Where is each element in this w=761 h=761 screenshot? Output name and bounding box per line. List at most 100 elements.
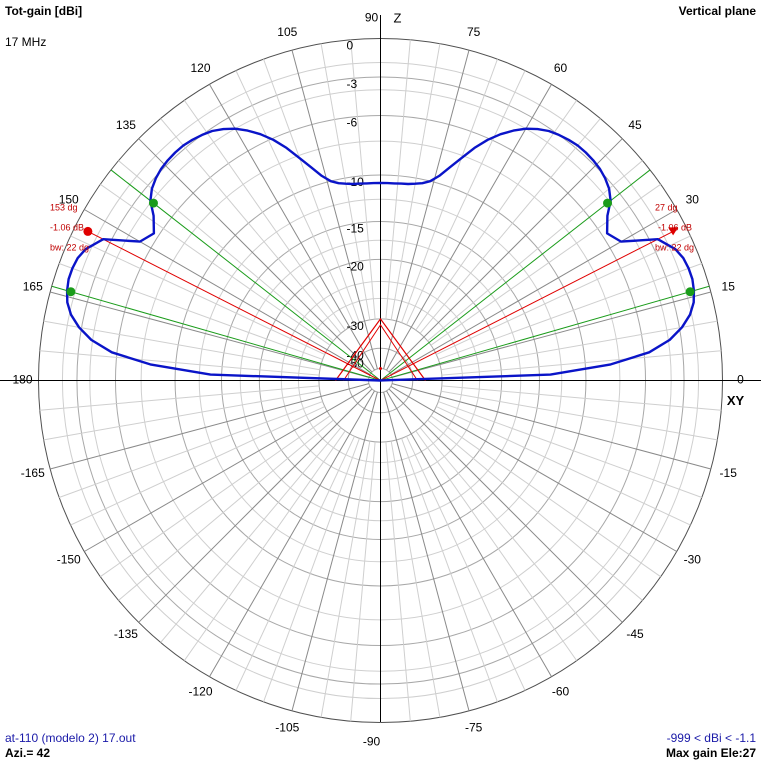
grid-spoke xyxy=(383,50,470,370)
grid-spoke xyxy=(39,385,320,411)
grid-spoke xyxy=(391,383,711,470)
grid-spoke xyxy=(235,70,355,325)
range-label: -999 < dBi < -1.1 xyxy=(666,731,756,745)
max-gain-line xyxy=(87,230,381,381)
grid-spoke xyxy=(438,263,703,360)
radial-tick-label: -20 xyxy=(347,260,365,274)
grid-spoke xyxy=(386,84,552,371)
angle-tick-label: 120 xyxy=(190,61,210,75)
angle-tick-label: -135 xyxy=(114,627,138,641)
grid-spoke xyxy=(138,138,373,373)
grid-spoke xyxy=(441,385,722,411)
chart-title: Tot-gain [dBi] xyxy=(5,4,83,18)
grid-spoke xyxy=(50,291,370,378)
radial-tick-label: -15 xyxy=(347,222,365,236)
angle-tick-label: -120 xyxy=(188,684,212,698)
grid-spoke xyxy=(436,406,691,526)
grid-spoke xyxy=(438,401,703,498)
radial-tick-label: 0 xyxy=(347,39,354,53)
angle-tick-label: 15 xyxy=(722,279,736,293)
grid-spoke xyxy=(386,390,552,677)
plane-label: Vertical plane xyxy=(678,4,756,18)
angle-tick-label: 135 xyxy=(116,118,136,132)
radial-tick-label: -50 xyxy=(347,357,365,371)
grid-spoke xyxy=(350,39,376,320)
file-label: at-110 (modelo 2) 17.out xyxy=(5,731,136,745)
annotation-right-gain: -1.06 dB xyxy=(658,222,692,232)
grid-spoke xyxy=(388,388,623,623)
grid-spoke xyxy=(291,391,378,711)
axis-label-z: Z xyxy=(394,10,402,25)
grid-spoke xyxy=(84,209,371,375)
grid-spoke xyxy=(235,436,355,691)
angle-tick-label: -150 xyxy=(57,553,81,567)
frequency-label: 17 MHz xyxy=(5,35,47,49)
pattern-line xyxy=(65,127,696,382)
max-gain-label: Max gain Ele:27 xyxy=(665,746,756,760)
annotation-left-gain: -1.06 dB xyxy=(50,222,84,232)
grid-spoke xyxy=(58,401,323,498)
grid-spoke xyxy=(209,390,375,677)
angle-tick-label: 165 xyxy=(23,279,43,293)
grid-spoke xyxy=(390,441,441,718)
grid-spoke xyxy=(390,209,677,375)
grid-spoke xyxy=(183,430,346,661)
axis-label-xy: XY xyxy=(727,393,745,408)
angle-tick-label: 0 xyxy=(737,373,744,387)
gain-bar-outer xyxy=(335,317,426,381)
grid-spoke xyxy=(427,419,643,601)
gain-bar-marker xyxy=(379,367,382,371)
angle-tick-label: -60 xyxy=(552,684,570,698)
angle-tick-label: -90 xyxy=(363,735,381,749)
max-gain-line xyxy=(380,230,674,381)
half-power-point xyxy=(603,198,613,208)
grid-spoke xyxy=(209,84,375,371)
grid-spoke xyxy=(385,441,411,722)
half-power-point xyxy=(685,287,695,297)
grid-spoke xyxy=(391,291,711,378)
grid-spoke xyxy=(388,138,623,373)
grid-spoke xyxy=(263,58,360,323)
max-gain-point-left xyxy=(83,226,93,236)
grid-spoke xyxy=(390,43,441,320)
angle-tick-label: 30 xyxy=(686,193,700,207)
max-gain-point-right xyxy=(668,227,679,236)
angle-tick-label: -15 xyxy=(720,466,738,480)
grid-spoke xyxy=(183,100,346,331)
grid-spoke xyxy=(70,406,325,526)
radial-tick-label: -6 xyxy=(347,116,358,130)
radial-tick-label: -30 xyxy=(347,319,365,333)
grid-spoke xyxy=(419,118,601,334)
grid-spoke xyxy=(291,50,378,370)
grid-spoke xyxy=(263,438,360,703)
grid-spoke xyxy=(118,160,334,342)
grid-spoke xyxy=(100,415,331,578)
grid-spoke xyxy=(406,436,526,691)
grid-spoke xyxy=(39,350,320,376)
half-power-point xyxy=(66,287,76,297)
annotation-left-angle: 153 dg xyxy=(50,202,78,212)
angle-tick-label: -105 xyxy=(275,720,299,734)
angle-tick-label: 45 xyxy=(628,118,642,132)
grid-spoke xyxy=(436,235,691,355)
angle-tick-label: -30 xyxy=(684,553,702,567)
angle-tick-label: 105 xyxy=(277,25,297,39)
grid-spoke xyxy=(320,441,371,718)
grid-spoke xyxy=(441,350,722,376)
grid-spoke xyxy=(100,183,331,346)
grid-spoke xyxy=(427,160,643,342)
radial-tick-label: -10 xyxy=(347,175,365,189)
grid-spoke xyxy=(43,390,320,441)
grid-spoke xyxy=(118,419,334,601)
grid-spoke xyxy=(385,39,411,320)
grid-spoke xyxy=(415,430,578,661)
annotation-right-angle: 27 dg xyxy=(655,202,678,212)
angle-tick-label: 60 xyxy=(554,61,568,75)
gain-bar-inner xyxy=(343,324,418,381)
grid-spoke xyxy=(406,70,526,325)
radial-tick-label: -3 xyxy=(347,77,358,91)
grid-spoke xyxy=(401,58,498,323)
half-power-line xyxy=(51,285,381,381)
grid-spoke xyxy=(430,415,661,578)
